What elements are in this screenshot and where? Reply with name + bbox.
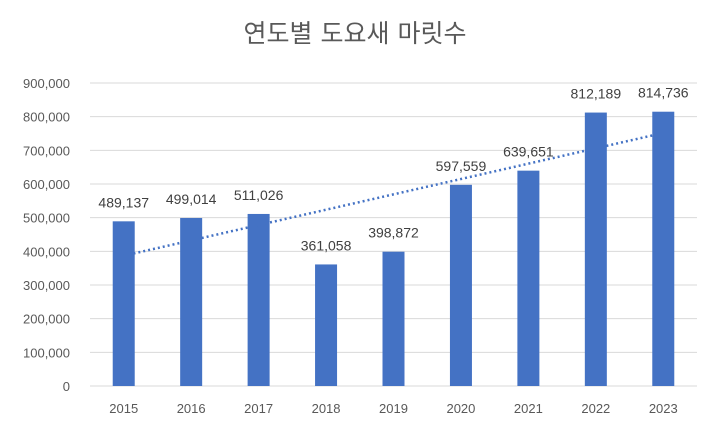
data-label: 361,058 — [301, 237, 352, 253]
bar-2017 — [247, 213, 270, 386]
data-label: 489,137 — [98, 194, 149, 210]
bar-2015 — [112, 221, 135, 386]
y-tick-label: 600,000 — [23, 177, 70, 192]
chart-title: 연도별 도요새 마릿수 — [243, 19, 467, 48]
data-label: 398,872 — [368, 225, 419, 241]
data-label: 511,026 — [234, 187, 284, 203]
x-tick-label: 2017 — [244, 401, 273, 416]
bar-2019 — [382, 251, 405, 386]
data-label: 812,189 — [571, 86, 622, 102]
y-tick-label: 800,000 — [23, 110, 70, 125]
y-tick-label: 0 — [63, 379, 70, 394]
data-label: 639,651 — [503, 144, 554, 160]
bar-2023 — [652, 111, 675, 387]
y-tick-label: 900,000 — [23, 76, 70, 91]
data-label: 597,559 — [436, 158, 487, 174]
x-tick-label: 2015 — [109, 401, 138, 416]
x-tick-label: 2016 — [177, 401, 206, 416]
bar-2018 — [315, 264, 338, 386]
x-tick-label: 2021 — [514, 401, 543, 416]
data-label: 499,014 — [166, 191, 217, 207]
x-tick-label: 2020 — [446, 401, 475, 416]
data-label: 814,736 — [638, 85, 689, 101]
y-tick-label: 400,000 — [23, 244, 70, 259]
trendline — [123, 131, 664, 257]
bar-2022 — [584, 112, 607, 386]
x-tick-label: 2022 — [581, 401, 610, 416]
y-tick-label: 200,000 — [23, 312, 70, 327]
y-tick-label: 300,000 — [23, 278, 70, 293]
bar-2021 — [517, 170, 540, 386]
x-tick-label: 2018 — [312, 401, 341, 416]
bar-2016 — [180, 217, 203, 386]
x-tick-label: 2019 — [379, 401, 408, 416]
y-tick-label: 100,000 — [23, 345, 70, 360]
y-tick-label: 700,000 — [23, 143, 70, 158]
bar-2020 — [449, 184, 472, 386]
x-tick-label: 2023 — [649, 401, 678, 416]
y-tick-label: 500,000 — [23, 211, 70, 226]
